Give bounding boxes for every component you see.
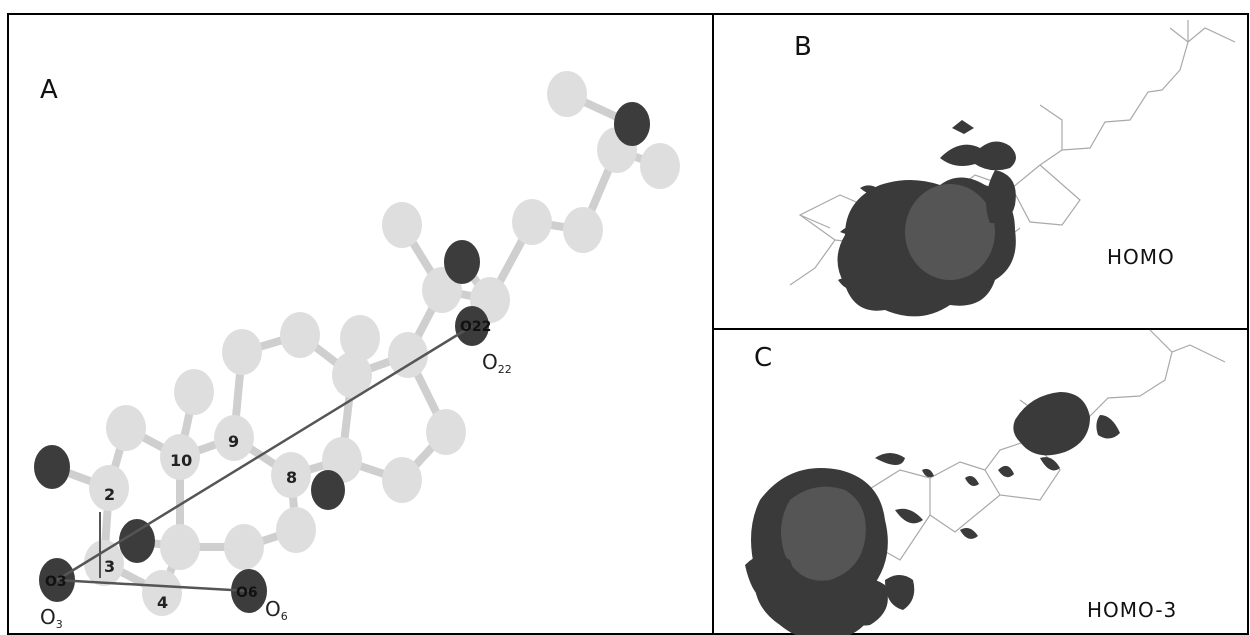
distance-lines [56, 324, 473, 593]
atom-label-o6: O6 [236, 585, 258, 601]
atom-label-o3: O3 [45, 574, 67, 590]
panel-c: C HOMO-3 [745, 329, 1226, 635]
atom-c8 [271, 452, 311, 498]
atom-c2 [89, 465, 129, 511]
line-o3-o6 [56, 578, 250, 593]
line-o3-o22 [56, 324, 473, 582]
figure-border [7, 13, 1249, 635]
homo3-main-lobe [781, 486, 866, 581]
atom-label-4: 4 [157, 593, 168, 612]
orbital-label-b: HOMO [1107, 245, 1175, 269]
orbital-label-c: HOMO-3 [1087, 598, 1177, 622]
atom-c4 [142, 570, 182, 616]
atom-c9 [214, 415, 254, 461]
atom-label-8: 8 [286, 468, 297, 487]
panel-b-letter: B [794, 32, 812, 62]
orbital-lobes-c [745, 392, 1120, 635]
atom-number-labels: 2 3 4 8 9 10 O3 O6 O22 [45, 319, 491, 612]
atom-c10 [160, 434, 200, 480]
orbital-lobes-b [837, 120, 1016, 317]
atom-label-9: 9 [228, 432, 239, 451]
panel-c-letter: C [754, 343, 772, 373]
panel-a-letter: A [40, 75, 58, 105]
light-atoms [84, 71, 680, 616]
caption-o3: O3 [40, 605, 63, 631]
caption-o22: O22 [482, 350, 512, 376]
atom-label-2: 2 [104, 485, 115, 504]
atom-label-10: 10 [170, 451, 192, 470]
atom-c3 [84, 540, 124, 586]
panel-a: A [34, 71, 680, 631]
atom-label-o22: O22 [460, 319, 491, 335]
homo-main-lobe [905, 184, 995, 280]
caption-o6: O6 [265, 597, 288, 623]
panel-b: B HOMO [789, 20, 1236, 317]
atom-label-3: 3 [104, 557, 115, 576]
